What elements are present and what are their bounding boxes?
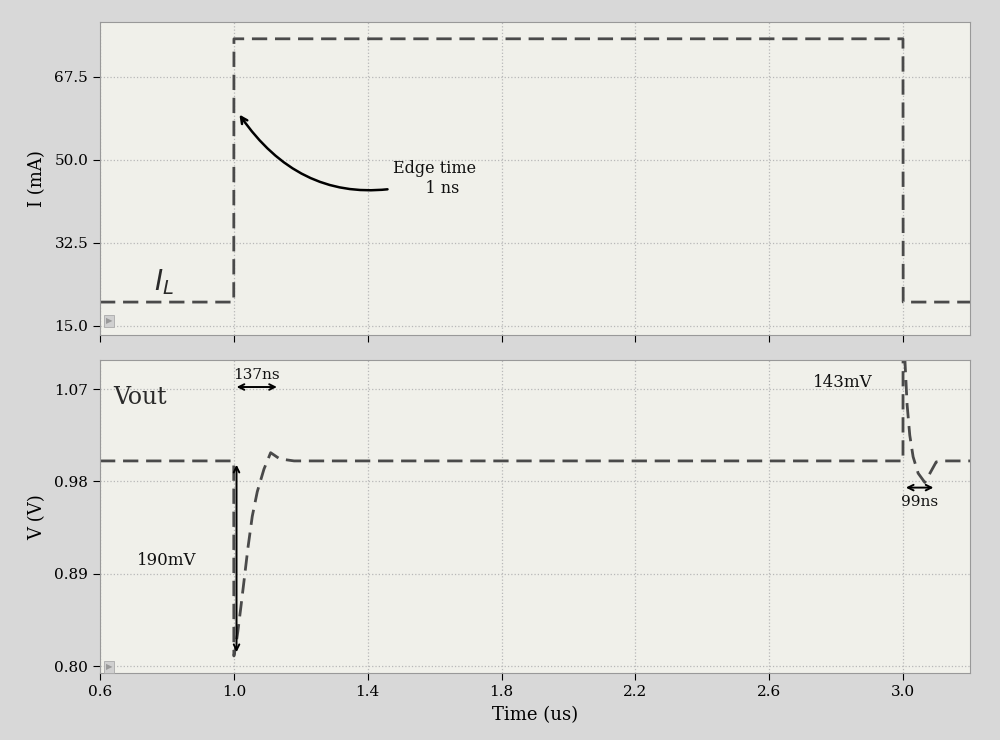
Text: ▶: ▶ (106, 317, 112, 325)
X-axis label: Time (us): Time (us) (492, 706, 578, 724)
Y-axis label: I (mA): I (mA) (28, 150, 46, 207)
Text: 190mV: 190mV (137, 552, 197, 569)
Text: Vout: Vout (113, 386, 167, 409)
Text: 137ns: 137ns (233, 368, 280, 382)
Text: $I_L$: $I_L$ (154, 267, 173, 297)
Text: 99ns: 99ns (901, 495, 938, 509)
Text: Edge time
   1 ns: Edge time 1 ns (241, 117, 476, 197)
Text: 143mV: 143mV (813, 374, 873, 391)
Y-axis label: V (V): V (V) (28, 494, 46, 539)
Text: ▶: ▶ (106, 663, 112, 670)
